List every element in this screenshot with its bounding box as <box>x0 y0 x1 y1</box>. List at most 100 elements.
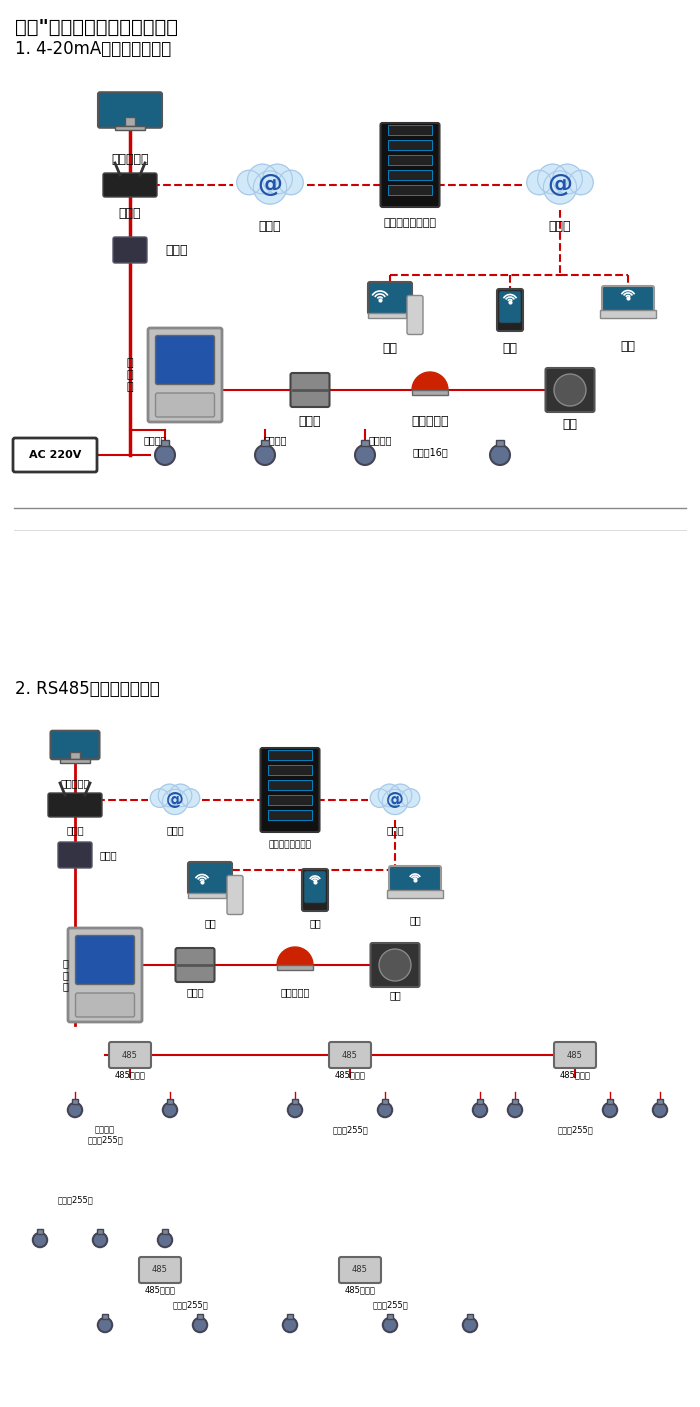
Bar <box>287 1314 293 1318</box>
Circle shape <box>603 1103 617 1117</box>
Text: 互联网: 互联网 <box>166 825 184 834</box>
Text: 通
讯
线: 通 讯 线 <box>127 359 133 391</box>
Text: 485: 485 <box>567 1051 583 1059</box>
Circle shape <box>490 445 510 464</box>
Circle shape <box>162 789 188 815</box>
Bar <box>268 765 312 775</box>
Circle shape <box>255 445 275 464</box>
Circle shape <box>378 784 401 806</box>
Text: 手机: 手机 <box>503 342 517 355</box>
Bar <box>268 779 312 789</box>
Circle shape <box>33 1233 47 1247</box>
Text: 单机版电脑: 单机版电脑 <box>60 778 90 788</box>
FancyBboxPatch shape <box>497 288 523 331</box>
Text: 声光报警器: 声光报警器 <box>280 986 309 998</box>
Circle shape <box>181 789 200 808</box>
Text: 485: 485 <box>152 1265 168 1275</box>
FancyBboxPatch shape <box>260 749 319 832</box>
Bar <box>162 1230 168 1234</box>
Text: 485中继器: 485中继器 <box>559 1069 590 1079</box>
Circle shape <box>253 170 286 204</box>
Circle shape <box>262 165 293 194</box>
Bar <box>261 440 269 446</box>
Text: 可连接255台: 可连接255台 <box>57 1195 93 1204</box>
Circle shape <box>401 789 420 808</box>
FancyBboxPatch shape <box>368 281 412 314</box>
Text: 485: 485 <box>122 1051 138 1059</box>
FancyBboxPatch shape <box>148 328 222 422</box>
Bar <box>608 1099 612 1103</box>
Bar <box>72 1099 78 1103</box>
Text: 风机: 风机 <box>563 418 578 431</box>
FancyBboxPatch shape <box>176 948 214 982</box>
Bar <box>368 312 406 318</box>
Circle shape <box>653 1103 667 1117</box>
Bar <box>388 141 432 151</box>
Circle shape <box>98 1318 112 1332</box>
Bar <box>388 155 432 165</box>
Bar <box>468 1314 472 1318</box>
Circle shape <box>538 165 568 194</box>
Bar <box>388 125 432 135</box>
Circle shape <box>283 1318 298 1332</box>
Bar <box>102 1314 108 1318</box>
Circle shape <box>382 789 407 815</box>
Bar <box>197 1314 203 1318</box>
FancyBboxPatch shape <box>109 1043 151 1068</box>
Text: 可连接255台: 可连接255台 <box>87 1135 123 1144</box>
Bar <box>388 184 432 196</box>
Circle shape <box>237 170 261 194</box>
Text: @: @ <box>166 791 184 809</box>
Circle shape <box>526 170 552 194</box>
FancyBboxPatch shape <box>76 993 134 1017</box>
FancyBboxPatch shape <box>50 730 99 760</box>
Text: 可连接255台: 可连接255台 <box>372 1300 408 1309</box>
Text: 终端: 终端 <box>620 340 636 353</box>
Circle shape <box>163 1103 177 1117</box>
Circle shape <box>288 1103 302 1117</box>
FancyBboxPatch shape <box>139 1256 181 1283</box>
Text: 手机: 手机 <box>309 917 321 929</box>
Circle shape <box>355 445 375 464</box>
Circle shape <box>473 1103 487 1117</box>
Text: @: @ <box>258 173 283 197</box>
Text: 2. RS485信号连接系统图: 2. RS485信号连接系统图 <box>15 680 160 698</box>
Circle shape <box>389 784 412 806</box>
FancyBboxPatch shape <box>370 943 419 986</box>
Bar <box>37 1230 43 1234</box>
Bar <box>412 390 448 395</box>
Text: 路由器: 路由器 <box>119 207 141 219</box>
Bar <box>60 758 90 763</box>
Text: 可连接255台: 可连接255台 <box>557 1126 593 1134</box>
FancyBboxPatch shape <box>499 291 521 324</box>
FancyBboxPatch shape <box>302 870 328 910</box>
FancyBboxPatch shape <box>13 438 97 471</box>
FancyBboxPatch shape <box>68 929 142 1021</box>
FancyBboxPatch shape <box>407 295 423 335</box>
Bar <box>387 1314 393 1318</box>
Circle shape <box>68 1103 82 1117</box>
Text: 转换器: 转换器 <box>100 850 118 860</box>
Bar <box>268 795 312 805</box>
FancyBboxPatch shape <box>554 1043 596 1068</box>
Circle shape <box>279 170 303 194</box>
FancyBboxPatch shape <box>76 936 134 985</box>
Circle shape <box>568 170 594 194</box>
FancyBboxPatch shape <box>304 871 326 903</box>
FancyBboxPatch shape <box>389 865 441 898</box>
Bar <box>496 440 504 446</box>
Text: 信号输出: 信号输出 <box>263 435 287 445</box>
FancyBboxPatch shape <box>155 393 214 416</box>
FancyBboxPatch shape <box>58 841 92 868</box>
Polygon shape <box>277 947 313 965</box>
Text: 互联网: 互联网 <box>549 219 571 234</box>
Bar <box>477 1099 483 1103</box>
Text: 485中继器: 485中继器 <box>145 1285 176 1294</box>
Text: 单机版电脑: 单机版电脑 <box>111 153 148 166</box>
Bar <box>382 1099 388 1103</box>
Text: 风机: 风机 <box>389 991 401 1000</box>
Circle shape <box>158 1233 172 1247</box>
Circle shape <box>543 170 577 204</box>
Text: 电磁阀: 电磁阀 <box>299 415 321 428</box>
FancyBboxPatch shape <box>155 335 214 384</box>
